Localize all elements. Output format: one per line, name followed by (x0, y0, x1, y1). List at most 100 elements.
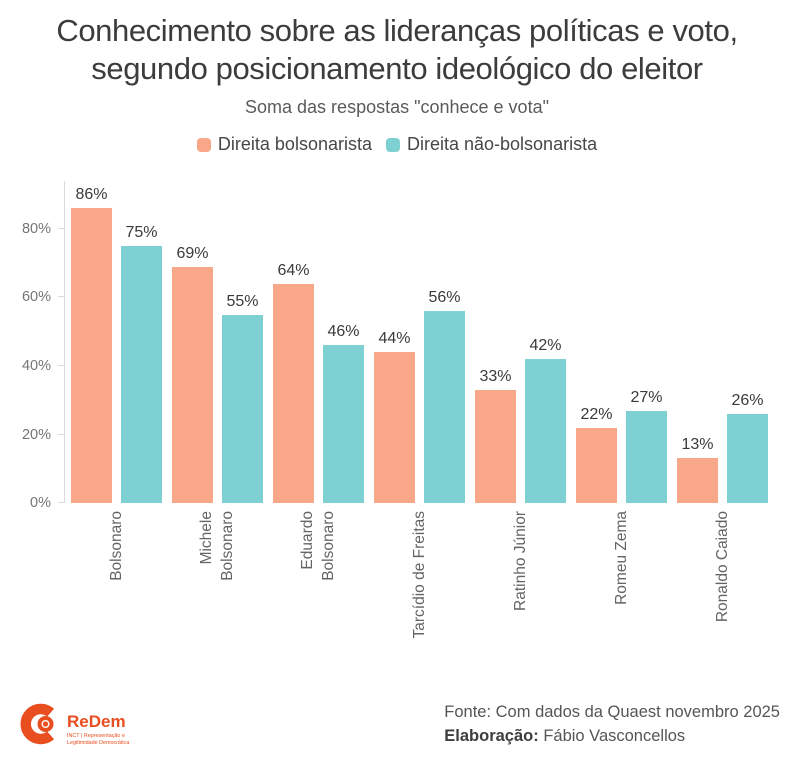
source-text-block: Fonte: Com dados da Quaest novembro 2025… (444, 700, 780, 748)
y-tick-label: 0% (30, 495, 51, 511)
bar-chart: 0% 20% 40% 60% 80% 86% 75% 69% 55% 64% 46% 44% 56% 3… (8, 181, 786, 675)
bar-value-label: 22% (580, 405, 613, 423)
bar-wrap: 22% (576, 406, 617, 503)
bar-wrap: 13% (677, 436, 718, 503)
bar-value-label: 44% (378, 330, 411, 348)
elaboration-label: Elaboração: (444, 727, 539, 745)
bar-wrap: 69% (172, 245, 213, 503)
bar-wrap: 56% (424, 289, 465, 503)
x-label-cell: Ronaldo Caiado (677, 509, 768, 675)
x-label-cell: Eduardo Bolsonaro (272, 509, 363, 675)
y-tick-label: 60% (21, 289, 51, 306)
bar-wrap: 46% (323, 323, 364, 503)
y-axis-tick (58, 364, 64, 366)
bar-wrap: 64% (273, 262, 314, 503)
legend-item-bolsonarista: Direita bolsonarista (196, 134, 372, 155)
bar (424, 311, 465, 503)
bar (576, 427, 617, 503)
source-text: Fonte: Com dados da Quaest novembro 2025 (444, 703, 780, 721)
x-category-label: Tarcídio de Freitas (410, 511, 428, 639)
y-axis-tick (58, 502, 64, 503)
bar-group: 44% 56% (374, 289, 465, 503)
bar (677, 458, 718, 503)
x-category-label: Bolsonaro (107, 511, 124, 581)
bar-value-label: 69% (176, 244, 209, 262)
bar-wrap: 33% (475, 368, 516, 503)
x-category-label: Ratinho Júnior (511, 511, 529, 611)
legend-swatch-bolsonarista-icon (196, 137, 211, 152)
x-category-label: Ronaldo Caiado (713, 511, 731, 623)
y-axis-tick (58, 433, 64, 435)
chart-legend: Direita bolsonarista Direita não-bolsona… (0, 134, 794, 155)
x-axis-labels: Bolsonaro Michele Bolsonaro Eduardo Bolson… (64, 509, 774, 675)
page-title-line1: Conhecimento sobre as lideranças polític… (56, 13, 738, 48)
logo-mark-icon (20, 703, 55, 745)
y-axis-tick (58, 227, 64, 229)
legend-label-bolsonarista: Direita bolsonarista (217, 134, 372, 154)
bar-group: 69% 55% (172, 245, 263, 503)
plot-area: 86% 75% 69% 55% 64% 46% 44% 56% 33% 42% 22% 27% 13% 2… (58, 181, 774, 503)
bar-wrap: 55% (222, 293, 263, 503)
bar (323, 345, 364, 503)
bar (525, 359, 566, 503)
bar-value-label: 46% (327, 323, 360, 341)
bar-value-label: 56% (428, 289, 461, 307)
bar (374, 352, 415, 503)
logo-tagline-line2: Legitimidade Democrática (67, 740, 129, 746)
bar-value-label: 13% (681, 436, 714, 454)
legend-swatch-nao-bolsonarista-icon (385, 137, 400, 152)
bar-group: 13% 26% (677, 392, 768, 503)
bar-value-label: 75% (125, 224, 158, 242)
bar-value-label: 33% (479, 367, 512, 385)
x-label-cell: Romeu Zema (576, 509, 667, 675)
logo-wordmark: ReDem (67, 712, 126, 731)
bar (222, 314, 263, 503)
y-tick-label: 20% (21, 426, 51, 443)
footer: ReDem INCT | Representação e Legitimidad… (0, 693, 794, 755)
bar-group: 22% 27% (576, 389, 667, 503)
bar-value-label: 26% (731, 391, 764, 409)
bar-value-label: 64% (277, 261, 310, 279)
bars-row: 86% 75% 69% 55% 64% 46% 44% 56% 33% 42% 22% 27% 13% 2… (65, 181, 774, 503)
x-label-cell: Bolsonaro (70, 509, 161, 675)
y-axis-tick (58, 296, 64, 298)
bar (172, 266, 213, 503)
legend-label-nao-bolsonarista: Direita não-bolsonarista (406, 134, 598, 154)
bar-group: 33% 42% (475, 337, 566, 503)
redem-logo: ReDem INCT | Representação e Legitimidad… (20, 703, 129, 746)
chart-subtitle: Soma das respostas "conhece e vota" (245, 97, 549, 117)
elaboration-value: Fábio Vasconcellos (538, 727, 686, 745)
bar (475, 389, 516, 503)
bar (121, 246, 162, 503)
bar-wrap: 86% (71, 186, 112, 503)
x-category-label: Romeu Zema (612, 511, 630, 605)
y-axis-labels: 0% 20% 40% 60% 80% (8, 181, 64, 511)
logo-tagline-line1: INCT | Representação e (67, 733, 125, 739)
bar-wrap: 27% (626, 389, 667, 503)
legend-item-nao-bolsonarista: Direita não-bolsonarista (385, 134, 598, 155)
chart-header: Conhecimento sobre as lideranças polític… (0, 0, 794, 155)
bar-wrap: 42% (525, 337, 566, 503)
bar-wrap: 75% (121, 224, 162, 503)
elaboration-text: Elaboração: Fábio Vasconcellos (444, 724, 780, 748)
x-category-label: Eduardo Bolsonaro (298, 511, 337, 581)
bar (71, 208, 112, 503)
bar (273, 283, 314, 503)
bar-value-label: 86% (75, 186, 108, 204)
x-category-label: Michele Bolsonaro (197, 511, 236, 581)
bar-value-label: 55% (226, 292, 259, 310)
bar-wrap: 26% (727, 392, 768, 503)
y-tick-label: 80% (21, 220, 51, 237)
bar-wrap: 44% (374, 330, 415, 503)
bar-value-label: 27% (630, 388, 663, 406)
bar-value-label: 42% (529, 337, 562, 355)
bar (727, 413, 768, 503)
bar-group: 64% 46% (273, 262, 364, 503)
x-label-cell: Michele Bolsonaro (171, 509, 262, 675)
y-tick-label: 40% (21, 357, 51, 374)
x-label-cell: Tarcídio de Freitas (373, 509, 464, 675)
bar-group: 86% 75% (71, 186, 162, 503)
x-label-cell: Ratinho Júnior (475, 509, 566, 675)
page-title: Conhecimento sobre as lideranças polític… (0, 12, 794, 88)
bar (626, 410, 667, 503)
